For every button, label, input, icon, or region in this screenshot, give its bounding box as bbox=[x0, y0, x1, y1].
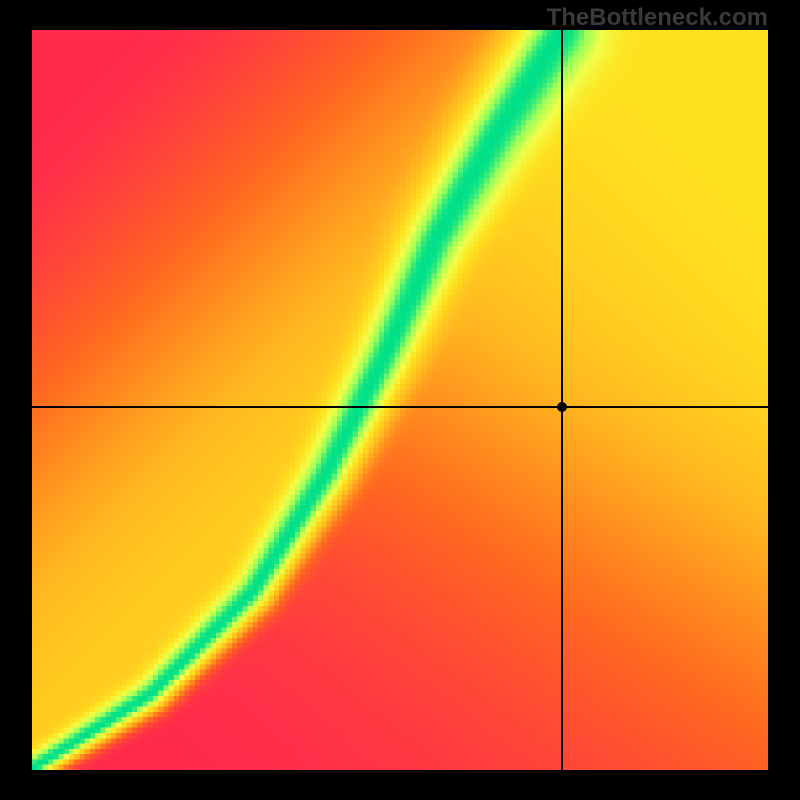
chart-container: TheBottleneck.com bbox=[0, 0, 800, 800]
crosshair-horizontal bbox=[32, 406, 768, 408]
watermark-text: TheBottleneck.com bbox=[547, 4, 768, 32]
crosshair-vertical bbox=[561, 30, 563, 770]
bottleneck-heatmap bbox=[32, 30, 768, 770]
